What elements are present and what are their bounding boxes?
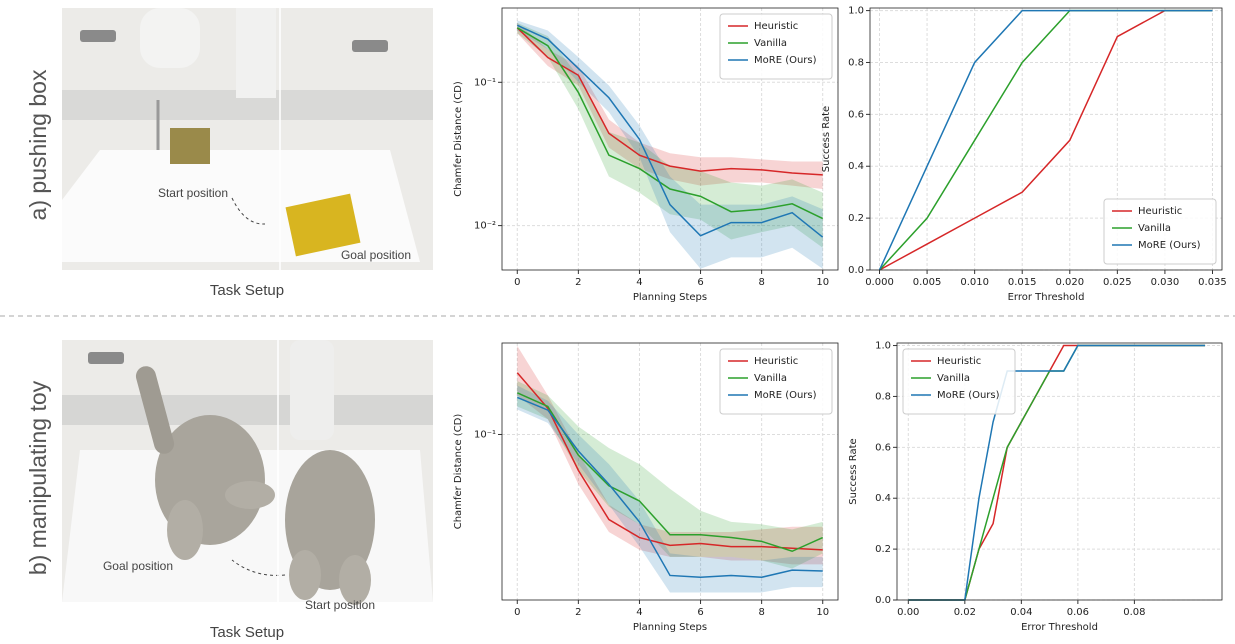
x-tick-label: 0 xyxy=(514,607,520,618)
y-tick-label: 1.0 xyxy=(875,341,891,352)
x-tick-label: 4 xyxy=(636,277,642,288)
legend-label: MoRE (Ours) xyxy=(754,390,817,401)
x-tick-label: 6 xyxy=(697,607,703,618)
caption: Task Setup xyxy=(210,624,284,641)
x-tick-label: 0.08 xyxy=(1123,607,1145,618)
x-tick-label: 0.06 xyxy=(1067,607,1089,618)
legend-label: Vanilla xyxy=(937,373,970,384)
y-tick-label: 10⁻² xyxy=(474,221,496,232)
y-tick-label: 10⁻¹ xyxy=(474,429,496,440)
x-axis-label: Error Threshold xyxy=(1021,622,1098,633)
legend-label: MoRE (Ours) xyxy=(754,55,817,66)
x-tick-label: 0.015 xyxy=(1008,277,1037,288)
chart: 0 2 4 6 8 10 10⁻¹ 10⁻² Planning Steps Chamfer Dis… xyxy=(453,8,838,303)
x-axis-label: Planning Steps xyxy=(633,292,707,303)
legend-label: Heuristic xyxy=(754,21,798,32)
legend-label: Heuristic xyxy=(1138,206,1182,217)
x-axis-label: Planning Steps xyxy=(633,622,707,633)
legend-label: MoRE (Ours) xyxy=(1138,240,1201,251)
legend-label: MoRE (Ours) xyxy=(937,390,1000,401)
chart: 0.00 0.02 0.04 0.06 0.08 0.0 0.2 0.4 0.6 0.8 1.0 Er… xyxy=(848,341,1222,633)
chart: 0 2 4 6 8 10 10⁻¹ Planning Steps Chamfer Distanc… xyxy=(453,343,838,633)
x-tick-label: 10 xyxy=(816,277,829,288)
y-tick-label: 0.6 xyxy=(875,442,891,453)
x-tick-label: 2 xyxy=(575,277,581,288)
y-tick-label: 0.6 xyxy=(848,109,864,120)
y-axis-label: Success Rate xyxy=(848,438,859,504)
legend-label: Heuristic xyxy=(937,356,981,367)
x-tick-label: 0.005 xyxy=(913,277,942,288)
x-tick-label: 0.030 xyxy=(1151,277,1180,288)
x-tick-label: 0.010 xyxy=(960,277,989,288)
x-tick-label: 8 xyxy=(758,607,764,618)
x-tick-label: 6 xyxy=(697,277,703,288)
annotation: Goal position xyxy=(341,248,411,262)
y-tick-label: 1.0 xyxy=(848,6,864,17)
y-tick-label: 0.2 xyxy=(875,544,891,555)
y-axis-label: Chamfer Distance (CD) xyxy=(453,81,464,197)
row-label: a) pushing box xyxy=(25,69,51,220)
annotation: Start position xyxy=(305,598,375,612)
x-tick-label: 0.000 xyxy=(865,277,894,288)
x-tick-label: 0.02 xyxy=(954,607,976,618)
y-tick-label: 0.0 xyxy=(848,265,864,276)
legend-label: Vanilla xyxy=(754,38,787,49)
x-tick-label: 4 xyxy=(636,607,642,618)
chart: 0.000 0.005 0.010 0.015 0.020 0.025 0.030 0.035… xyxy=(821,6,1227,303)
annotation: Goal position xyxy=(103,559,173,573)
legend-label: Heuristic xyxy=(754,356,798,367)
photo-pushing-box xyxy=(62,8,433,270)
y-tick-label: 10⁻¹ xyxy=(474,77,496,88)
x-tick-label: 0.020 xyxy=(1055,277,1084,288)
figure: a) pushing box b) manipulating toy Task … xyxy=(0,0,1235,644)
x-tick-label: 0 xyxy=(514,277,520,288)
x-tick-label: 2 xyxy=(575,607,581,618)
x-tick-label: 8 xyxy=(758,277,764,288)
legend-label: Vanilla xyxy=(754,373,787,384)
y-tick-label: 0.8 xyxy=(848,57,864,68)
caption: Task Setup xyxy=(210,282,284,299)
x-tick-label: 0.025 xyxy=(1103,277,1132,288)
y-axis-label: Chamfer Distance (CD) xyxy=(453,414,464,530)
y-axis-label: Success Rate xyxy=(821,106,832,172)
x-tick-label: 0.035 xyxy=(1198,277,1227,288)
legend-label: Vanilla xyxy=(1138,223,1171,234)
annotation: Start position xyxy=(158,186,228,200)
x-tick-label: 0.04 xyxy=(1010,607,1032,618)
x-axis-label: Error Threshold xyxy=(1008,292,1085,303)
x-tick-label: 0.00 xyxy=(897,607,919,618)
y-tick-label: 0.0 xyxy=(875,595,891,606)
x-tick-label: 10 xyxy=(816,607,829,618)
y-tick-label: 0.2 xyxy=(848,213,864,224)
y-tick-label: 0.4 xyxy=(848,161,864,172)
y-tick-label: 0.8 xyxy=(875,391,891,402)
row-label: b) manipulating toy xyxy=(25,380,51,575)
y-tick-label: 0.4 xyxy=(875,493,891,504)
